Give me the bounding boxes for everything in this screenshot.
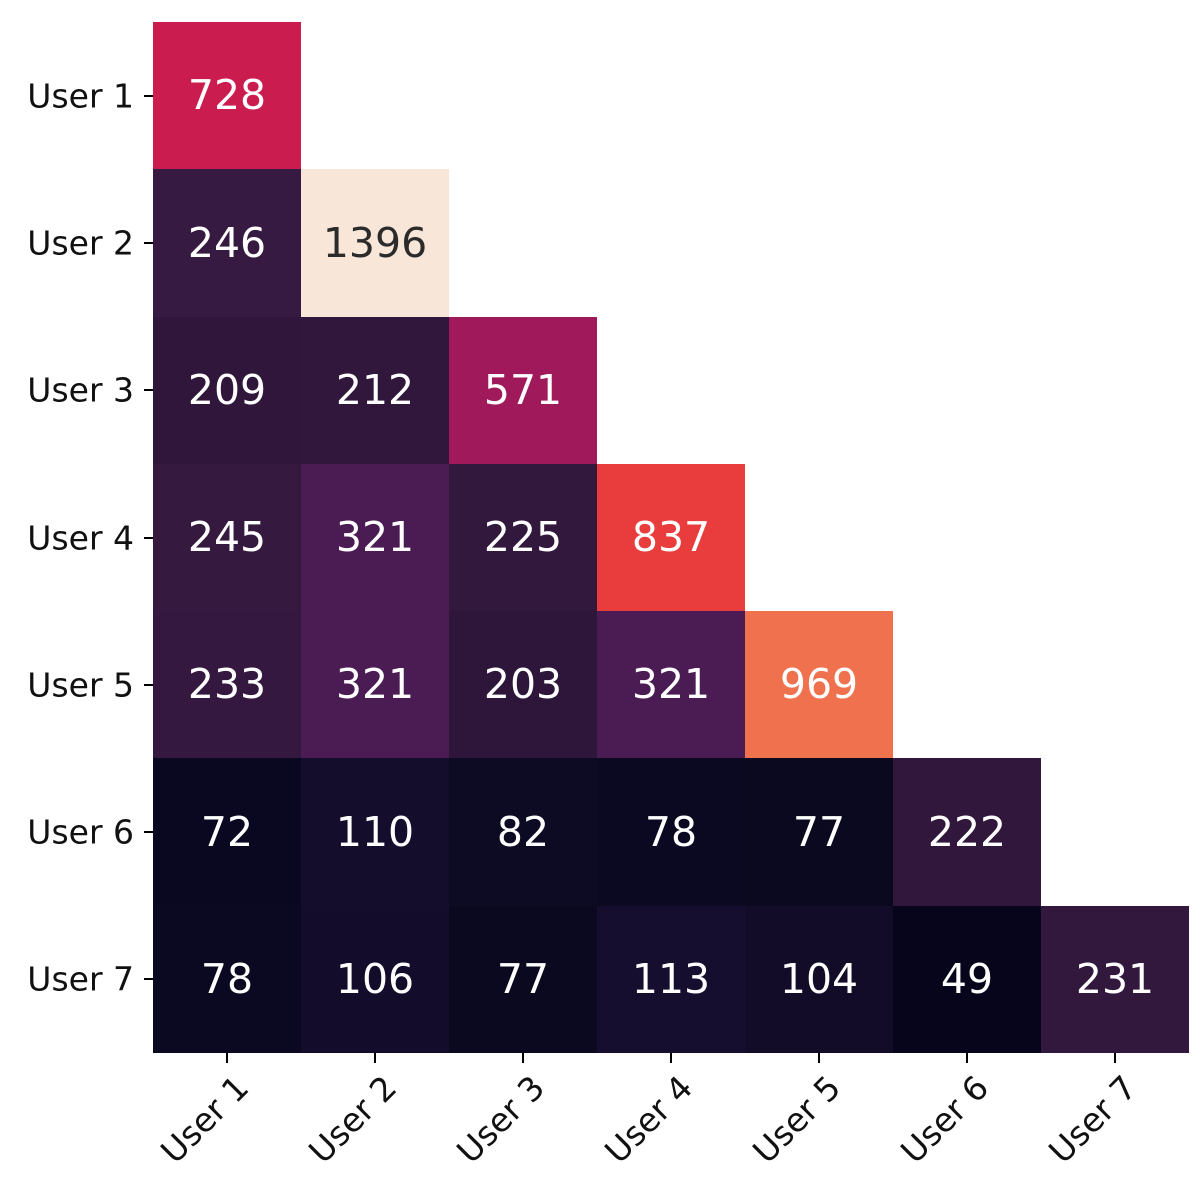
heatmap-cell-r6c6: 222	[893, 758, 1041, 906]
heatmap-cell-r2c1: 246	[153, 169, 301, 317]
x-tick-mark	[966, 1053, 968, 1063]
heatmap-cell-r6c2: 110	[301, 758, 449, 906]
x-tick-label: User 6	[864, 1068, 996, 1171]
y-tick-mark	[144, 536, 153, 539]
heatmap-cell-r7c2: 106	[301, 906, 449, 1053]
heatmap-cell-r5c3: 203	[449, 611, 597, 758]
heatmap-cell-r7c6: 49	[893, 906, 1041, 1053]
x-tick-label: User 1	[124, 1068, 256, 1171]
heatmap-cell-r5c2: 321	[301, 611, 449, 758]
heatmap-cell-r5c1: 233	[153, 611, 301, 758]
heatmap-cell-r7c5: 104	[745, 906, 893, 1053]
x-tick-mark	[818, 1053, 820, 1063]
y-tick-label: User 7	[27, 959, 134, 999]
heatmap-cell-r3c1: 209	[153, 317, 301, 464]
y-tick-mark	[144, 978, 153, 981]
y-tick-mark	[144, 831, 153, 834]
x-tick-label: User 3	[420, 1068, 552, 1171]
y-tick-label: User 3	[27, 370, 134, 410]
heatmap-cell-r7c7: 231	[1041, 906, 1189, 1053]
x-tick-label: User 5	[716, 1068, 848, 1171]
heatmap-cell-r1c1: 728	[153, 22, 301, 169]
heatmap-cell-r7c3: 77	[449, 906, 597, 1053]
x-tick-mark	[226, 1053, 228, 1063]
y-tick-mark	[144, 389, 153, 392]
heatmap-cell-r7c1: 78	[153, 906, 301, 1053]
y-tick-mark	[144, 683, 153, 686]
y-tick-mark	[144, 94, 153, 97]
heatmap-cell-r7c4: 113	[597, 906, 745, 1053]
heatmap-cell-r6c4: 78	[597, 758, 745, 906]
y-tick-label: User 5	[27, 665, 134, 705]
x-tick-label: User 7	[1012, 1068, 1144, 1171]
x-tick-label: User 2	[272, 1068, 404, 1171]
y-tick-label: User 4	[27, 518, 134, 557]
heatmap-cell-r4c4: 837	[597, 464, 745, 611]
heatmap-cell-r6c3: 82	[449, 758, 597, 906]
x-tick-mark	[1114, 1053, 1116, 1063]
heatmap-cell-r2c2: 1396	[301, 169, 449, 317]
heatmap-cell-r4c2: 321	[301, 464, 449, 611]
x-tick-mark	[522, 1053, 524, 1063]
x-tick-mark	[670, 1053, 672, 1063]
heatmap-cell-r4c1: 245	[153, 464, 301, 611]
heatmap-cell-r4c3: 225	[449, 464, 597, 611]
heatmap-cell-r6c5: 77	[745, 758, 893, 906]
y-tick-label: User 1	[27, 76, 134, 116]
heatmap-cell-r5c4: 321	[597, 611, 745, 758]
heatmap-cell-r6c1: 72	[153, 758, 301, 906]
y-tick-label: User 6	[27, 812, 134, 852]
x-tick-label: User 4	[568, 1068, 700, 1171]
heatmap-cell-r3c3: 571	[449, 317, 597, 464]
y-tick-mark	[144, 241, 153, 244]
heatmap-cell-r3c2: 212	[301, 317, 449, 464]
y-tick-label: User 2	[27, 223, 134, 263]
heatmap-cell-r5c5: 969	[745, 611, 893, 758]
x-tick-mark	[374, 1053, 376, 1063]
